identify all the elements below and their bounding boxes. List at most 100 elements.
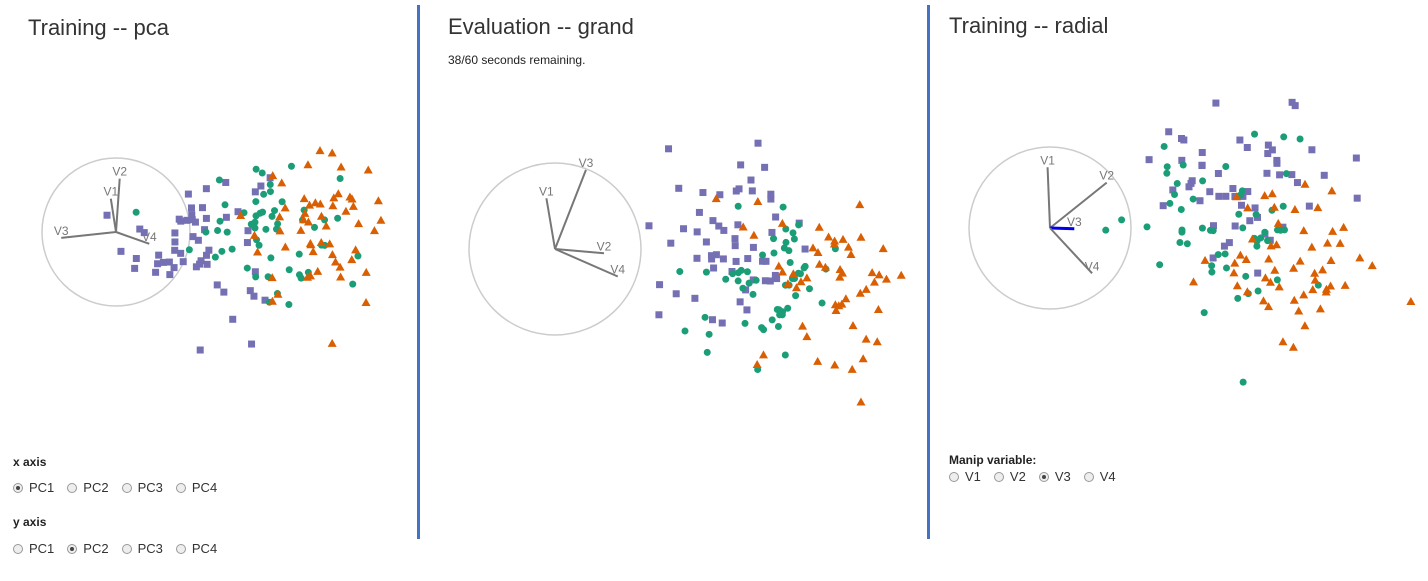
axis-label-v3: V3: [1067, 215, 1082, 229]
radio-button-icon[interactable]: [1038, 471, 1049, 482]
data-point: [1169, 186, 1177, 194]
data-point: [1247, 234, 1257, 243]
data-point: [732, 257, 740, 265]
radio-button-icon[interactable]: [993, 471, 1004, 482]
manip-option-v3[interactable]: V3: [1038, 469, 1071, 484]
data-point: [334, 214, 342, 222]
data-point: [708, 316, 716, 324]
data-point: [693, 254, 701, 262]
data-point: [253, 247, 263, 256]
data-point: [297, 274, 305, 282]
data-point: [1196, 197, 1204, 205]
data-point: [1212, 99, 1220, 107]
data-point: [645, 222, 653, 230]
data-point: [316, 211, 326, 220]
data-point: [770, 235, 778, 243]
data-point: [213, 281, 221, 289]
data-point: [251, 188, 259, 196]
radio-button-icon[interactable]: [175, 543, 186, 554]
x-axis-option-pc2[interactable]: PC2: [67, 480, 109, 495]
radio-button-icon[interactable]: [67, 543, 78, 554]
y-axis-option-pc4[interactable]: PC4: [175, 541, 217, 556]
data-point: [220, 288, 228, 296]
data-point: [1264, 150, 1272, 158]
data-point: [188, 216, 196, 224]
data-point: [771, 271, 779, 279]
axis-label-v2: V2: [597, 239, 612, 253]
data-point: [667, 239, 675, 247]
data-point: [1163, 169, 1171, 177]
data-point: [1293, 179, 1301, 187]
plot-training-radial: V1 V2 V3 V4: [968, 98, 1416, 386]
data-point: [1288, 171, 1296, 179]
data-point: [333, 189, 343, 198]
x-axis-option-pc3[interactable]: PC3: [121, 480, 163, 495]
radio-button-icon[interactable]: [67, 482, 78, 493]
data-point: [766, 277, 774, 285]
data-point: [846, 249, 856, 258]
data-point: [303, 160, 313, 169]
y-axis-option-pc1[interactable]: PC1: [13, 541, 54, 556]
axis-label-v1: V1: [1040, 153, 1055, 167]
data-point: [1299, 226, 1309, 235]
data-point: [1222, 192, 1230, 200]
data-point: [838, 234, 848, 243]
data-point: [1251, 204, 1259, 212]
axis-label-v4: V4: [610, 263, 625, 277]
data-point: [795, 221, 803, 229]
radio-button-icon[interactable]: [1083, 471, 1094, 482]
data-point: [681, 327, 689, 335]
x-axis-option-pc1[interactable]: PC1: [13, 480, 54, 495]
radio-button-icon[interactable]: [121, 543, 132, 554]
data-point: [194, 236, 202, 244]
data-point: [1264, 237, 1272, 245]
data-point: [1209, 222, 1217, 230]
data-point: [251, 268, 259, 276]
data-point: [738, 222, 748, 231]
data-point: [1214, 251, 1222, 259]
data-point: [1223, 264, 1231, 272]
axis-line-v3: [61, 231, 117, 239]
radio-button-icon[interactable]: [175, 482, 186, 493]
data-point: [861, 334, 871, 343]
data-point: [1264, 254, 1274, 263]
data-point: [1215, 192, 1223, 200]
data-point: [188, 211, 196, 219]
radio-button-icon[interactable]: [949, 471, 959, 482]
data-point: [1209, 227, 1217, 235]
data-point: [841, 294, 851, 303]
y-axis-option-pc2[interactable]: PC2: [67, 541, 109, 556]
manip-variable-label: Manip variable:: [949, 453, 1037, 467]
data-point: [198, 204, 206, 212]
data-point: [777, 218, 787, 227]
data-point: [749, 290, 757, 298]
data-point: [1326, 281, 1336, 290]
data-point: [676, 268, 684, 276]
manip-option-v2[interactable]: V2: [993, 469, 1026, 484]
data-point: [856, 397, 866, 406]
data-point: [1160, 142, 1168, 150]
data-point: [709, 217, 717, 225]
data-point: [1242, 272, 1250, 280]
data-point: [1264, 141, 1272, 149]
data-point: [1173, 179, 1181, 187]
manip-option-v4[interactable]: V4: [1083, 469, 1116, 484]
data-point: [196, 260, 204, 268]
radio-button-icon[interactable]: [13, 543, 23, 554]
data-point: [300, 208, 310, 217]
y-axis-option-pc3[interactable]: PC3: [121, 541, 163, 556]
data-point: [132, 255, 140, 263]
data-point: [1102, 226, 1110, 234]
data-point: [1206, 188, 1214, 196]
manip-option-v1[interactable]: V1: [949, 469, 981, 484]
data-point: [170, 264, 178, 272]
x-axis-option-pc4[interactable]: PC4: [175, 480, 217, 495]
radio-button-icon[interactable]: [13, 482, 23, 493]
data-point: [250, 292, 258, 300]
radio-button-icon[interactable]: [121, 482, 132, 493]
data-point: [655, 311, 663, 319]
data-point: [327, 338, 337, 347]
data-point: [222, 213, 230, 221]
data-point: [267, 296, 277, 305]
data-point: [310, 198, 320, 207]
